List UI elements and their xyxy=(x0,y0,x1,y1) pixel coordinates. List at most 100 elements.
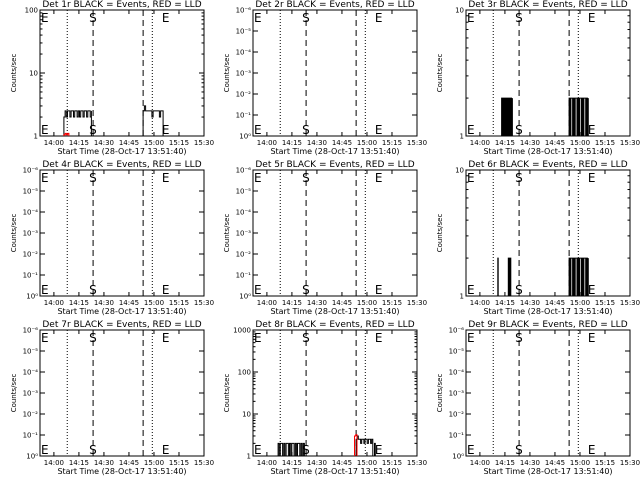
x-tick-label: 15:30 xyxy=(194,299,214,307)
marker-label-bottom: E xyxy=(375,283,383,297)
x-tick-label: 15:15 xyxy=(595,139,615,147)
y-tick-label: 10⁰ xyxy=(26,293,38,301)
marker-label-bottom: E xyxy=(588,283,596,297)
y-tick-label: 10⁻³ xyxy=(449,390,465,398)
series-line xyxy=(507,257,512,297)
y-tick-label: 10⁻³ xyxy=(23,230,39,238)
marker-label-bottom: S xyxy=(89,123,97,137)
y-tick-label: 10⁻³ xyxy=(23,390,39,398)
x-tick-label: 15:00 xyxy=(144,139,164,147)
y-axis-label: Counts/sec xyxy=(10,374,18,413)
y-tick-label: 10⁻¹ xyxy=(236,112,252,120)
x-tick-label: 15:00 xyxy=(570,459,590,467)
x-tick-label: 14:30 xyxy=(94,459,114,467)
marker-label-top: E xyxy=(162,171,170,185)
marker-label-top: E xyxy=(162,331,170,345)
y-tick-label: 10⁻⁵ xyxy=(236,28,252,36)
marker-label-top: E xyxy=(588,11,596,25)
plot-frame xyxy=(465,329,631,457)
marker-label-bottom: E xyxy=(162,283,170,297)
chart-panel-7: Det 7r BLACK = Events, RED = LLD 14:00 14:… xyxy=(10,320,214,476)
x-tick-label: 14:15 xyxy=(495,139,515,147)
series-line xyxy=(501,97,513,137)
marker-label-bottom: S xyxy=(302,283,310,297)
marker-label-bottom: E xyxy=(467,443,475,457)
x-tick-label: 15:00 xyxy=(570,299,590,307)
marker-label-bottom: S xyxy=(515,443,523,457)
x-axis-label: Start Time (28-Oct-17 13:51:40) xyxy=(483,467,612,476)
x-tick-label: 14:45 xyxy=(119,139,139,147)
x-tick-label: 15:15 xyxy=(595,459,615,467)
marker-label-top: S xyxy=(302,171,310,185)
marker-label-bottom: S xyxy=(515,283,523,297)
x-tick-label: 14:00 xyxy=(470,459,490,467)
series-line xyxy=(355,435,374,456)
marker-label-top: E xyxy=(162,11,170,25)
y-axis-label: Counts/sec xyxy=(10,214,18,253)
x-tick-label: 15:15 xyxy=(169,139,189,147)
x-tick-label: 14:00 xyxy=(44,299,64,307)
y-tick-label: 10⁻¹ xyxy=(23,272,39,280)
x-tick-label: 14:15 xyxy=(69,299,89,307)
x-tick-label: 14:00 xyxy=(470,139,490,147)
x-axis-label: Start Time (28-Oct-17 13:51:40) xyxy=(483,307,612,316)
x-tick-label: 15:15 xyxy=(169,299,189,307)
y-axis-label: Counts/sec xyxy=(10,54,18,93)
y-axis-label: Counts/sec xyxy=(436,214,444,253)
marker-label-top: E xyxy=(41,331,49,345)
chart-title: Det 2r BLACK = Events, RED = LLD xyxy=(255,0,414,10)
y-tick-label: 10⁻⁴ xyxy=(23,209,39,217)
x-tick-label: 15:00 xyxy=(357,459,377,467)
chart-title: Det 5r BLACK = Events, RED = LLD xyxy=(255,160,414,170)
x-tick-label: 14:30 xyxy=(520,459,540,467)
marker-label-top: S xyxy=(515,11,523,25)
x-tick-label: 14:00 xyxy=(44,139,64,147)
y-tick-label: 10⁰ xyxy=(26,453,38,461)
chart-panel-4: Det 4r BLACK = Events, RED = LLD 14:00 14:… xyxy=(10,160,214,316)
marker-label-top: E xyxy=(375,171,383,185)
chart-panel-3: Det 3r BLACK = Events, RED = LLD 14:00 14:… xyxy=(436,0,640,156)
y-tick-label: 10⁻⁶ xyxy=(236,167,252,175)
x-tick-label: 14:15 xyxy=(282,299,302,307)
marker-label-top: E xyxy=(467,171,475,185)
marker-label-top: S xyxy=(302,11,310,25)
marker-label-top: E xyxy=(41,171,49,185)
x-tick-label: 14:30 xyxy=(307,459,327,467)
x-tick-label: 15:00 xyxy=(144,299,164,307)
x-tick-label: 15:15 xyxy=(595,299,615,307)
y-axis-label: Counts/sec xyxy=(436,54,444,93)
x-tick-label: 14:15 xyxy=(69,139,89,147)
y-tick-label: 10⁻⁵ xyxy=(23,188,39,196)
y-tick-label: 10⁻⁶ xyxy=(23,327,39,335)
x-tick-label: 15:30 xyxy=(407,459,427,467)
marker-label-top: S xyxy=(515,331,523,345)
x-tick-label: 15:30 xyxy=(620,139,640,147)
y-tick-label: 10⁰ xyxy=(239,293,251,301)
y-tick-label: 10⁻⁶ xyxy=(236,7,252,15)
y-tick-label: 10⁻² xyxy=(23,411,39,419)
x-axis-label: Start Time (28-Oct-17 13:51:40) xyxy=(270,467,399,476)
x-tick-label: 14:00 xyxy=(257,299,277,307)
plot-frame xyxy=(465,9,631,137)
y-tick-label: 10 xyxy=(29,70,38,78)
marker-label-bottom: E xyxy=(375,443,383,457)
y-tick-label: 10⁻⁴ xyxy=(236,209,252,217)
series-line xyxy=(568,257,589,297)
marker-label-bottom: E xyxy=(254,443,262,457)
plot-frame xyxy=(252,9,418,137)
marker-label-bottom: E xyxy=(467,123,475,137)
y-tick-label: 10⁻⁴ xyxy=(236,49,252,57)
y-tick-label: 10⁻¹ xyxy=(236,272,252,280)
y-tick-label: 10⁰ xyxy=(452,453,464,461)
x-tick-label: 15:00 xyxy=(357,139,377,147)
x-tick-label: 15:15 xyxy=(169,459,189,467)
marker-label-bottom: E xyxy=(162,123,170,137)
x-tick-label: 15:00 xyxy=(357,299,377,307)
marker-label-top: E xyxy=(254,171,262,185)
marker-label-bottom: E xyxy=(41,123,49,137)
marker-label-top: S xyxy=(89,331,97,345)
y-tick-label: 10⁻⁶ xyxy=(23,167,39,175)
x-tick-label: 15:00 xyxy=(144,459,164,467)
marker-label-bottom: S xyxy=(302,443,310,457)
chart-title: Det 9r BLACK = Events, RED = LLD xyxy=(468,320,627,330)
